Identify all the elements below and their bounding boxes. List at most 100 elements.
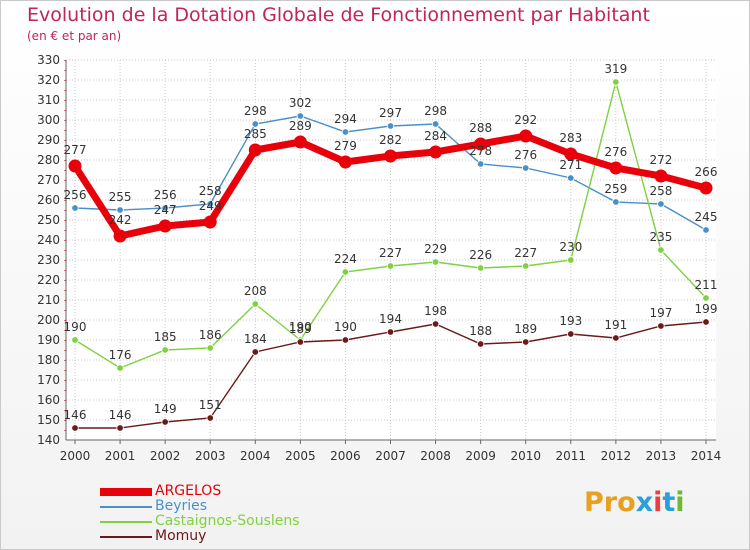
data-point-momuy [116, 424, 124, 432]
data-point-castaignos-souslens [476, 264, 485, 272]
data-label-beyries: 278 [469, 144, 492, 158]
x-tick-label: 2004 [240, 449, 271, 463]
logo-letter: P [584, 487, 604, 518]
data-point-castaignos-souslens [567, 256, 575, 264]
legend-swatch [100, 536, 152, 538]
data-label-argelos: 282 [379, 133, 402, 147]
data-point-momuy [431, 320, 440, 328]
data-label-castaignos-souslens: 211 [695, 278, 718, 292]
data-point-beyries [341, 128, 350, 136]
data-label-argelos: 289 [289, 119, 312, 133]
y-tick-label: 250 [37, 213, 60, 227]
data-point-castaignos-souslens [612, 78, 620, 86]
axes: 140 150 160 170 180 190 200 210 220 230 240 250 260 2… [37, 53, 721, 463]
data-point-castaignos-souslens [206, 344, 214, 352]
x-tick-label: 2013 [646, 449, 677, 463]
chart-subtitle: (en € et par an) [27, 29, 122, 43]
data-label-castaignos-souslens: 230 [559, 240, 582, 254]
data-point-momuy [296, 338, 305, 346]
data-point-argelos [293, 135, 307, 149]
data-label-momuy: 189 [289, 322, 312, 336]
data-point-argelos [519, 129, 533, 143]
data-point-castaignos-souslens [522, 262, 530, 270]
data-label-momuy: 149 [154, 402, 177, 416]
data-point-beyries [296, 112, 305, 120]
data-point-beyries [161, 204, 169, 212]
data-point-argelos [609, 161, 623, 175]
data-point-castaignos-souslens [657, 246, 665, 254]
legend-label: Castaignos-Souslens [155, 513, 300, 529]
data-point-argelos [384, 149, 397, 163]
data-label-momuy: 194 [379, 312, 402, 326]
y-tick-label: 230 [37, 253, 60, 267]
y-tick-label: 140 [37, 433, 60, 447]
y-tick-label: 240 [37, 233, 60, 247]
logo-letter: r [603, 487, 618, 518]
data-point-castaignos-souslens [386, 262, 395, 270]
data-point-beyries [612, 198, 620, 206]
data-label-castaignos-souslens: 235 [649, 230, 672, 244]
y-tick-label: 180 [37, 353, 60, 367]
data-label-beyries: 259 [604, 182, 627, 196]
data-point-argelos [68, 159, 82, 173]
data-point-castaignos-souslens [251, 300, 259, 308]
data-label-beyries: 258 [199, 184, 222, 198]
data-label-beyries: 302 [289, 96, 312, 110]
data-point-beyries [567, 174, 575, 182]
data-label-momuy: 198 [424, 304, 447, 318]
legend-label: Beyries [155, 498, 208, 514]
data-label-argelos: 266 [695, 165, 718, 179]
data-point-momuy [206, 414, 214, 422]
data-point-momuy [386, 328, 395, 336]
data-point-argelos [654, 169, 668, 183]
data-label-beyries: 258 [649, 184, 672, 198]
data-label-castaignos-souslens: 186 [199, 328, 222, 342]
x-tick-label: 2011 [556, 449, 587, 463]
x-tick-label: 2010 [510, 449, 541, 463]
y-tick-label: 200 [37, 313, 60, 327]
data-label-argelos: 283 [559, 131, 582, 145]
data-label-castaignos-souslens: 229 [424, 242, 447, 256]
x-tick-label: 2014 [691, 449, 722, 463]
data-label-momuy: 146 [64, 408, 87, 422]
data-label-beyries: 256 [64, 188, 87, 202]
x-tick-label: 2009 [465, 449, 496, 463]
data-label-argelos: 249 [199, 199, 222, 213]
data-point-argelos [564, 147, 578, 161]
y-tick-label: 190 [37, 333, 60, 347]
proxiti-logo: Proxiti [584, 487, 685, 518]
data-point-castaignos-souslens [71, 336, 79, 344]
data-label-castaignos-souslens: 190 [289, 320, 312, 334]
y-tick-label: 320 [37, 73, 60, 87]
data-point-momuy [71, 424, 79, 432]
data-label-argelos: 242 [109, 213, 132, 227]
data-point-momuy [161, 418, 169, 426]
data-label-castaignos-souslens: 227 [514, 246, 537, 260]
data-label-argelos: 284 [424, 129, 447, 143]
data-point-argelos [113, 229, 127, 243]
data-label-momuy: 193 [559, 314, 582, 328]
data-label-argelos: 279 [334, 139, 357, 153]
data-point-argelos [338, 155, 352, 169]
data-label-beyries: 245 [695, 210, 718, 224]
y-tick-label: 220 [37, 273, 60, 287]
data-label-beyries: 271 [559, 158, 582, 172]
y-tick-label: 300 [37, 113, 60, 127]
data-label-argelos: 288 [469, 121, 492, 135]
y-tick-label: 280 [37, 153, 60, 167]
data-point-castaignos-souslens [702, 294, 710, 302]
data-point-argelos [429, 145, 443, 159]
data-label-beyries: 298 [424, 104, 447, 118]
y-tick-label: 150 [37, 413, 60, 427]
data-label-castaignos-souslens: 226 [469, 248, 492, 262]
x-tick-label: 2001 [105, 449, 136, 463]
data-label-momuy: 199 [695, 302, 718, 316]
logo-letter: i [653, 487, 663, 518]
data-point-argelos [203, 215, 217, 229]
data-label-castaignos-souslens: 190 [64, 320, 87, 334]
x-tick-label: 2008 [420, 449, 451, 463]
data-label-castaignos-souslens: 319 [604, 62, 627, 76]
data-point-beyries [116, 206, 124, 214]
data-point-beyries [657, 200, 665, 208]
y-tick-label: 170 [37, 373, 60, 387]
